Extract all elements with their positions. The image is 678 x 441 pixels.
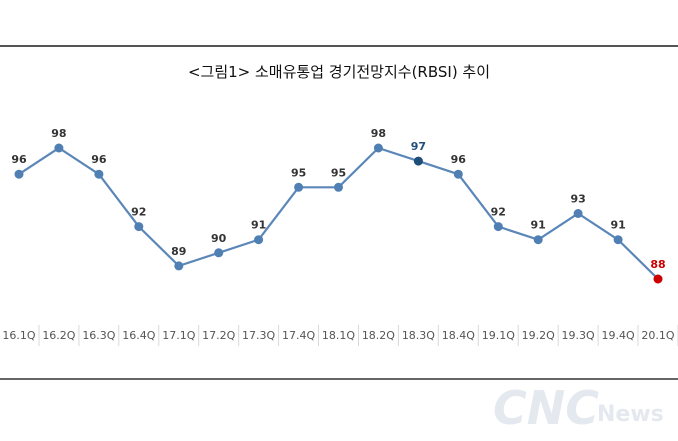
data-point-16.2Q xyxy=(54,143,64,153)
x-tick-19.1Q: 19.1Q xyxy=(482,329,515,342)
watermark: CNC News xyxy=(493,381,664,435)
x-tick-17.2Q: 17.2Q xyxy=(202,329,235,342)
x-tick-18.3Q: 18.3Q xyxy=(402,329,435,342)
x-tick-19.2Q: 19.2Q xyxy=(522,329,555,342)
x-tick-18.2Q: 18.2Q xyxy=(362,329,395,342)
data-point-19.1Q xyxy=(493,222,503,232)
data-point-18.1Q xyxy=(334,182,343,192)
data-point-18.3Q xyxy=(413,156,423,166)
data-point-19.2Q xyxy=(533,235,543,245)
data-point-17.2Q xyxy=(214,248,224,258)
data-point-17.1Q xyxy=(174,261,184,271)
data-point-16.1Q xyxy=(14,169,24,179)
x-tick-19.4Q: 19.4Q xyxy=(602,329,635,342)
data-point-20.1Q xyxy=(653,274,663,284)
data-label-16.2Q: 98 xyxy=(51,127,66,140)
data-label-17.1Q: 89 xyxy=(171,245,186,258)
x-tick-20.1Q: 20.1Q xyxy=(641,329,674,342)
chart-title: <그림1> 소매유통업 경기전망지수(RBSI) 추이 xyxy=(188,63,490,81)
data-label-16.1Q: 96 xyxy=(11,153,27,166)
data-label-18.4Q: 96 xyxy=(451,153,467,166)
data-point-18.2Q xyxy=(373,143,383,153)
x-tick-18.1Q: 18.1Q xyxy=(322,329,355,342)
x-tick-16.1Q: 16.1Q xyxy=(2,329,35,342)
data-label-18.1Q: 95 xyxy=(331,166,346,179)
data-label-17.4Q: 95 xyxy=(291,166,306,179)
x-tick-17.4Q: 17.4Q xyxy=(282,329,315,342)
data-label-16.3Q: 96 xyxy=(91,153,107,166)
data-point-16.3Q xyxy=(94,169,104,179)
data-label-17.2Q: 90 xyxy=(211,232,227,245)
x-tick-19.3Q: 19.3Q xyxy=(562,329,595,342)
data-label-19.1Q: 92 xyxy=(491,206,506,219)
data-label-18.2Q: 98 xyxy=(371,127,386,140)
x-tick-16.2Q: 16.2Q xyxy=(42,329,75,342)
data-label-19.4Q: 91 xyxy=(610,219,625,232)
data-point-17.3Q xyxy=(254,235,264,245)
data-label-19.3Q: 93 xyxy=(570,193,585,206)
x-tick-16.3Q: 16.3Q xyxy=(82,329,115,342)
x-axis-tick-labels: 16.1Q 16.2Q 16.3Q 16.4Q 17.1Q 17.2Q 17.3Q 17.4Q… xyxy=(2,325,678,346)
x-tick-18.4Q: 18.4Q xyxy=(442,329,475,342)
data-point-19.4Q xyxy=(613,235,623,245)
watermark-sub: News xyxy=(597,402,664,427)
x-tick-16.4Q: 16.4Q xyxy=(122,329,155,342)
data-label-20.1Q: 88 xyxy=(650,258,665,271)
watermark-main: CNC xyxy=(493,381,599,435)
data-point-17.4Q xyxy=(294,182,304,192)
data-point-19.3Q xyxy=(573,209,583,218)
data-points xyxy=(14,143,663,284)
data-label-18.3Q: 97 xyxy=(411,140,426,153)
data-label-19.2Q: 91 xyxy=(531,219,546,232)
x-tick-17.1Q: 17.1Q xyxy=(162,329,195,342)
data-label-17.3Q: 91 xyxy=(251,219,266,232)
data-label-16.4Q: 92 xyxy=(131,206,146,219)
data-point-18.4Q xyxy=(453,169,463,179)
data-labels: 96 98 96 92 89 90 91 95 95 98 97 96 92 91 93 91 88 xyxy=(11,127,665,271)
data-point-16.4Q xyxy=(134,222,144,232)
x-tick-17.3Q: 17.3Q xyxy=(242,329,275,342)
